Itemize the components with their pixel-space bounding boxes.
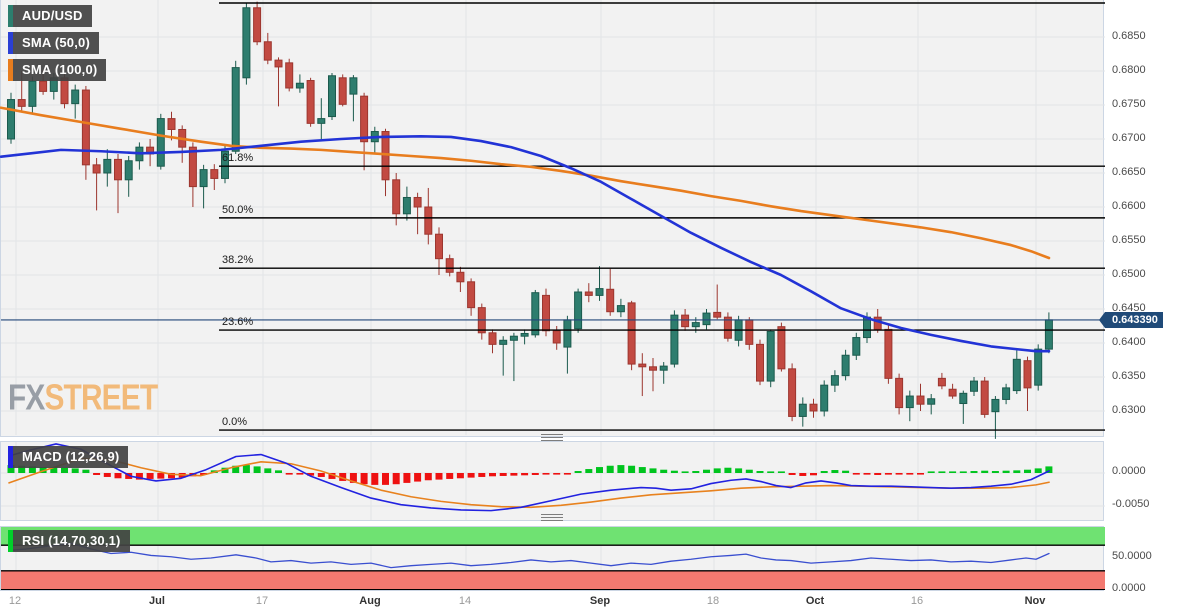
macd-signal-line <box>8 457 1050 509</box>
legend-item-rsi[interactable]: RSI (14,70,30,1) <box>8 530 130 552</box>
time-axis-label: Aug <box>359 595 381 607</box>
watermark-street: STREET <box>44 378 158 418</box>
panel-resize-handle-rsi[interactable] <box>541 514 563 521</box>
rsi-series-marker <box>8 530 13 552</box>
macd-series-marker <box>8 446 13 468</box>
macd-histogram <box>7 465 1053 485</box>
time-axis-label: 14 <box>458 595 472 607</box>
price-axis-label: 0.6550 <box>1112 234 1146 246</box>
macd-canvas <box>1 442 1105 520</box>
sma100-series-marker <box>8 59 13 81</box>
macd-panel[interactable] <box>0 441 1105 521</box>
time-axis-label: Nov <box>1024 595 1046 607</box>
time-axis-label: 16 <box>910 595 924 607</box>
audusd-label: AUD/USD <box>13 5 92 27</box>
fxstreet-watermark: FXSTREET <box>8 378 158 419</box>
fib-level-label: 38.2% <box>222 254 254 267</box>
sma50-label: SMA (50,0) <box>13 32 99 54</box>
macd-label: MACD (12,26,9) <box>13 446 129 468</box>
rsi-overbought-band <box>1 527 1105 546</box>
legend-item-audusd[interactable]: AUD/USD <box>8 5 92 27</box>
rsi-axis-label: 0.0000 <box>1112 582 1146 594</box>
price-axis-label: 0.6700 <box>1112 132 1146 144</box>
price-axis-label: 0.6800 <box>1112 64 1146 76</box>
price-axis-label: 0.6450 <box>1112 302 1146 314</box>
price-axis-label: 0.6750 <box>1112 98 1146 110</box>
macd-main-line <box>8 443 1050 512</box>
price-axis-label: 0.6600 <box>1112 200 1146 212</box>
price-axis-label: 0.6350 <box>1112 370 1146 382</box>
watermark-fx: FX <box>8 378 45 418</box>
price-axis-label: 0.6650 <box>1112 166 1146 178</box>
fib-level-label: 0.0% <box>222 416 248 429</box>
sma50-line <box>0 134 1051 353</box>
price-panel[interactable] <box>0 0 1105 439</box>
audusd-series-marker <box>8 5 13 27</box>
macd-axis-label: 0.0000 <box>1112 465 1146 477</box>
rsi-line <box>8 542 1050 569</box>
price-chart-canvas <box>0 0 1105 439</box>
rsi-axis-label: 50.0000 <box>1112 550 1152 562</box>
panel-resize-handle-macd[interactable] <box>541 434 563 441</box>
price-axis-label: 0.6500 <box>1112 268 1146 280</box>
fib-level-label: 61.8% <box>222 152 254 165</box>
price-axis-label: 0.6400 <box>1112 336 1146 348</box>
fib-level-label: 50.0% <box>222 203 254 216</box>
time-axis-label: 17 <box>255 595 269 607</box>
current-price-badge: 0.643390 <box>1099 312 1163 328</box>
time-axis-label: Oct <box>805 595 825 607</box>
rsi-canvas <box>1 527 1105 590</box>
sma100-label: SMA (100,0) <box>13 59 107 81</box>
price-axis-label: 0.6300 <box>1112 404 1146 416</box>
time-axis-label: 18 <box>706 595 720 607</box>
candles-group <box>7 1 1053 439</box>
macd-axis-label: -0.0050 <box>1112 498 1150 510</box>
time-axis-label: Sep <box>589 595 611 607</box>
price-axis-label: 0.6850 <box>1112 30 1146 42</box>
legend-item-sma50[interactable]: SMA (50,0) <box>8 32 99 54</box>
sma50-series-marker <box>8 32 13 54</box>
rsi-oversold-band <box>1 570 1105 590</box>
legend-item-sma100[interactable]: SMA (100,0) <box>8 59 107 81</box>
rsi-panel[interactable] <box>0 526 1105 591</box>
time-axis-label: Jul <box>149 595 165 607</box>
rsi-label: RSI (14,70,30,1) <box>13 530 130 552</box>
fib-level-label: 23.6% <box>222 316 254 329</box>
sma100-line <box>0 106 1051 260</box>
time-axis-label: 12 <box>8 595 22 607</box>
legend-item-macd[interactable]: MACD (12,26,9) <box>8 446 129 468</box>
